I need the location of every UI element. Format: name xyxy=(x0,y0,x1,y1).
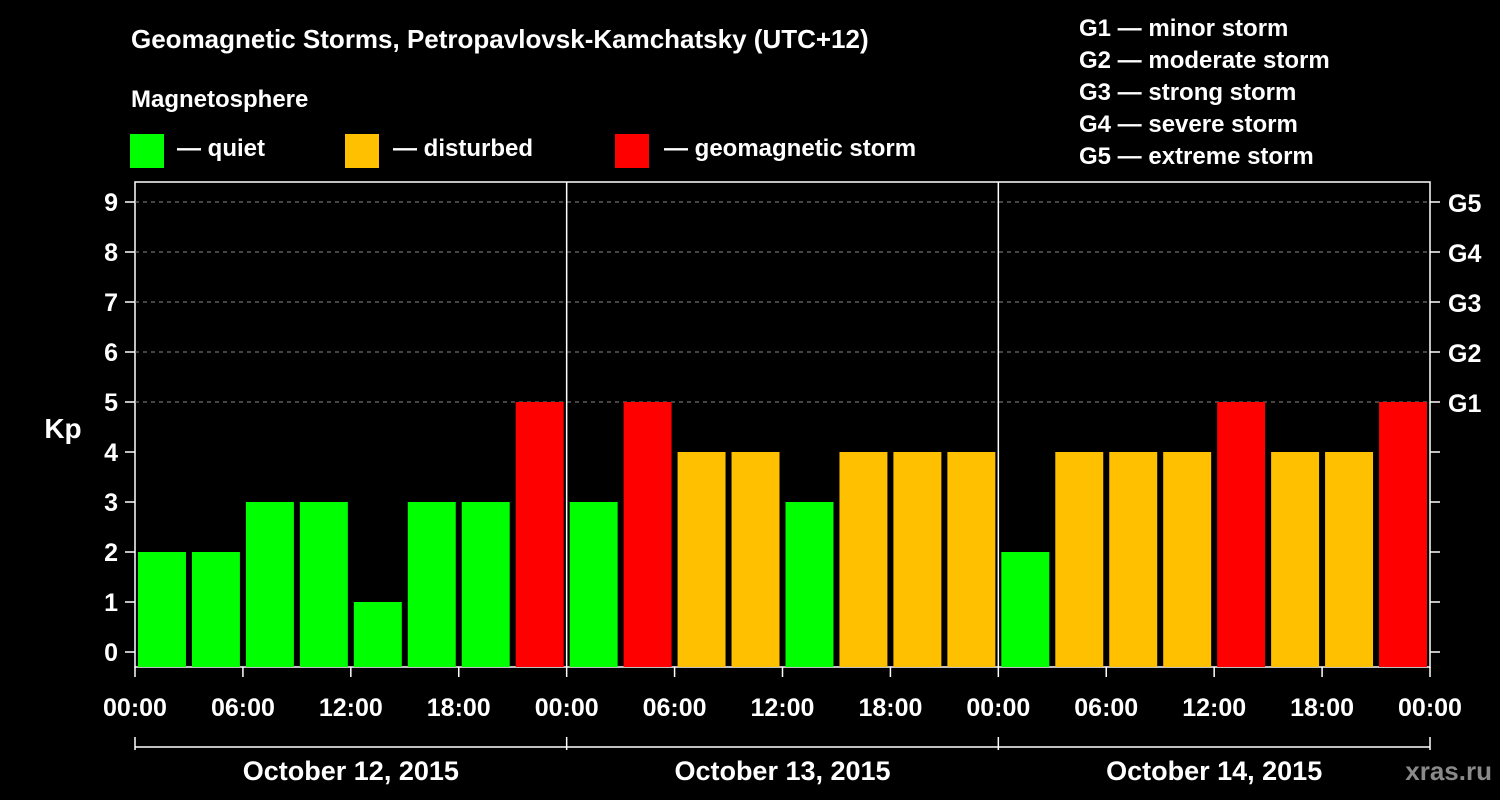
right-tick-label-g2: G2 xyxy=(1448,340,1481,368)
right-tick-label-g3: G3 xyxy=(1448,290,1481,318)
legend-heading: Magnetosphere xyxy=(131,86,309,113)
kp-bar xyxy=(191,552,240,667)
kp-bar xyxy=(1379,402,1427,667)
x-tick-label: 06:00 xyxy=(1074,694,1138,722)
kp-bar xyxy=(1217,402,1266,667)
right-tick-label-g5: G5 xyxy=(1448,190,1481,218)
kp-bar xyxy=(623,402,672,667)
kp-bar xyxy=(1109,452,1158,667)
x-tick-label: 12:00 xyxy=(1182,694,1246,722)
right-tick-label-g4: G4 xyxy=(1448,240,1481,268)
storm-scale-g4: G4 — severe storm xyxy=(1079,111,1298,138)
storm-scale-g3: G3 — strong storm xyxy=(1079,79,1297,106)
legend-label-quiet: — quiet xyxy=(177,135,265,162)
kp-bar xyxy=(1055,452,1104,667)
right-tick-label-g1: G1 xyxy=(1448,390,1481,418)
x-tick-label: 00:00 xyxy=(1398,694,1462,722)
kp-bar xyxy=(947,452,996,667)
kp-bar xyxy=(353,602,402,667)
kp-bar xyxy=(1271,452,1320,667)
kp-bar xyxy=(1001,552,1050,667)
y-axis-label: Kp xyxy=(44,413,81,444)
y-tick-label: 0 xyxy=(104,639,118,667)
kp-bar xyxy=(299,502,348,667)
day-label: October 13, 2015 xyxy=(674,756,890,786)
storm-scale-g2: G2 — moderate storm xyxy=(1079,47,1330,74)
kp-bar xyxy=(839,452,888,667)
kp-bar xyxy=(1163,452,1212,667)
legend-label-disturbed: — disturbed xyxy=(393,135,534,162)
legend-label-storm: — geomagnetic storm xyxy=(664,135,917,162)
x-tick-label: 18:00 xyxy=(1290,694,1354,722)
x-tick-label: 12:00 xyxy=(751,694,815,722)
y-tick-label: 4 xyxy=(104,439,118,467)
kp-bar xyxy=(785,502,834,667)
kp-bar xyxy=(677,452,726,667)
x-tick-label: 00:00 xyxy=(535,694,599,722)
watermark: xras.ru xyxy=(1405,756,1492,786)
y-tick-label: 3 xyxy=(104,489,118,517)
legend-swatch-quiet xyxy=(130,134,164,168)
kp-bar xyxy=(893,452,942,667)
kp-bar xyxy=(1325,452,1374,667)
day-label: October 12, 2015 xyxy=(243,756,459,786)
day-label: October 14, 2015 xyxy=(1106,756,1322,786)
x-tick-label: 00:00 xyxy=(966,694,1030,722)
legend-swatch-disturbed xyxy=(345,134,379,168)
chart-title: Geomagnetic Storms, Petropavlovsk-Kamcha… xyxy=(131,24,869,54)
storm-scale-g1: G1 — minor storm xyxy=(1079,15,1289,42)
kp-bar xyxy=(731,452,780,667)
y-tick-label: 5 xyxy=(104,389,118,417)
x-tick-label: 18:00 xyxy=(858,694,922,722)
x-tick-label: 18:00 xyxy=(427,694,491,722)
kp-bar xyxy=(407,502,456,667)
kp-bar xyxy=(515,402,564,667)
y-tick-label: 1 xyxy=(104,589,118,617)
y-tick-label: 6 xyxy=(104,339,118,367)
y-tick-label: 9 xyxy=(104,189,118,217)
y-tick-label: 7 xyxy=(104,289,118,317)
x-tick-label: 12:00 xyxy=(319,694,383,722)
y-tick-label: 8 xyxy=(104,239,118,267)
x-tick-label: 06:00 xyxy=(643,694,707,722)
kp-bar xyxy=(569,502,618,667)
x-tick-label: 06:00 xyxy=(211,694,275,722)
kp-bar xyxy=(461,502,510,667)
kp-bar xyxy=(245,502,294,667)
x-tick-label: 00:00 xyxy=(103,694,167,722)
legend-swatch-storm xyxy=(615,134,649,168)
kp-bar xyxy=(138,552,186,667)
y-tick-label: 2 xyxy=(104,539,118,567)
storm-scale-g5: G5 — extreme storm xyxy=(1079,143,1314,170)
